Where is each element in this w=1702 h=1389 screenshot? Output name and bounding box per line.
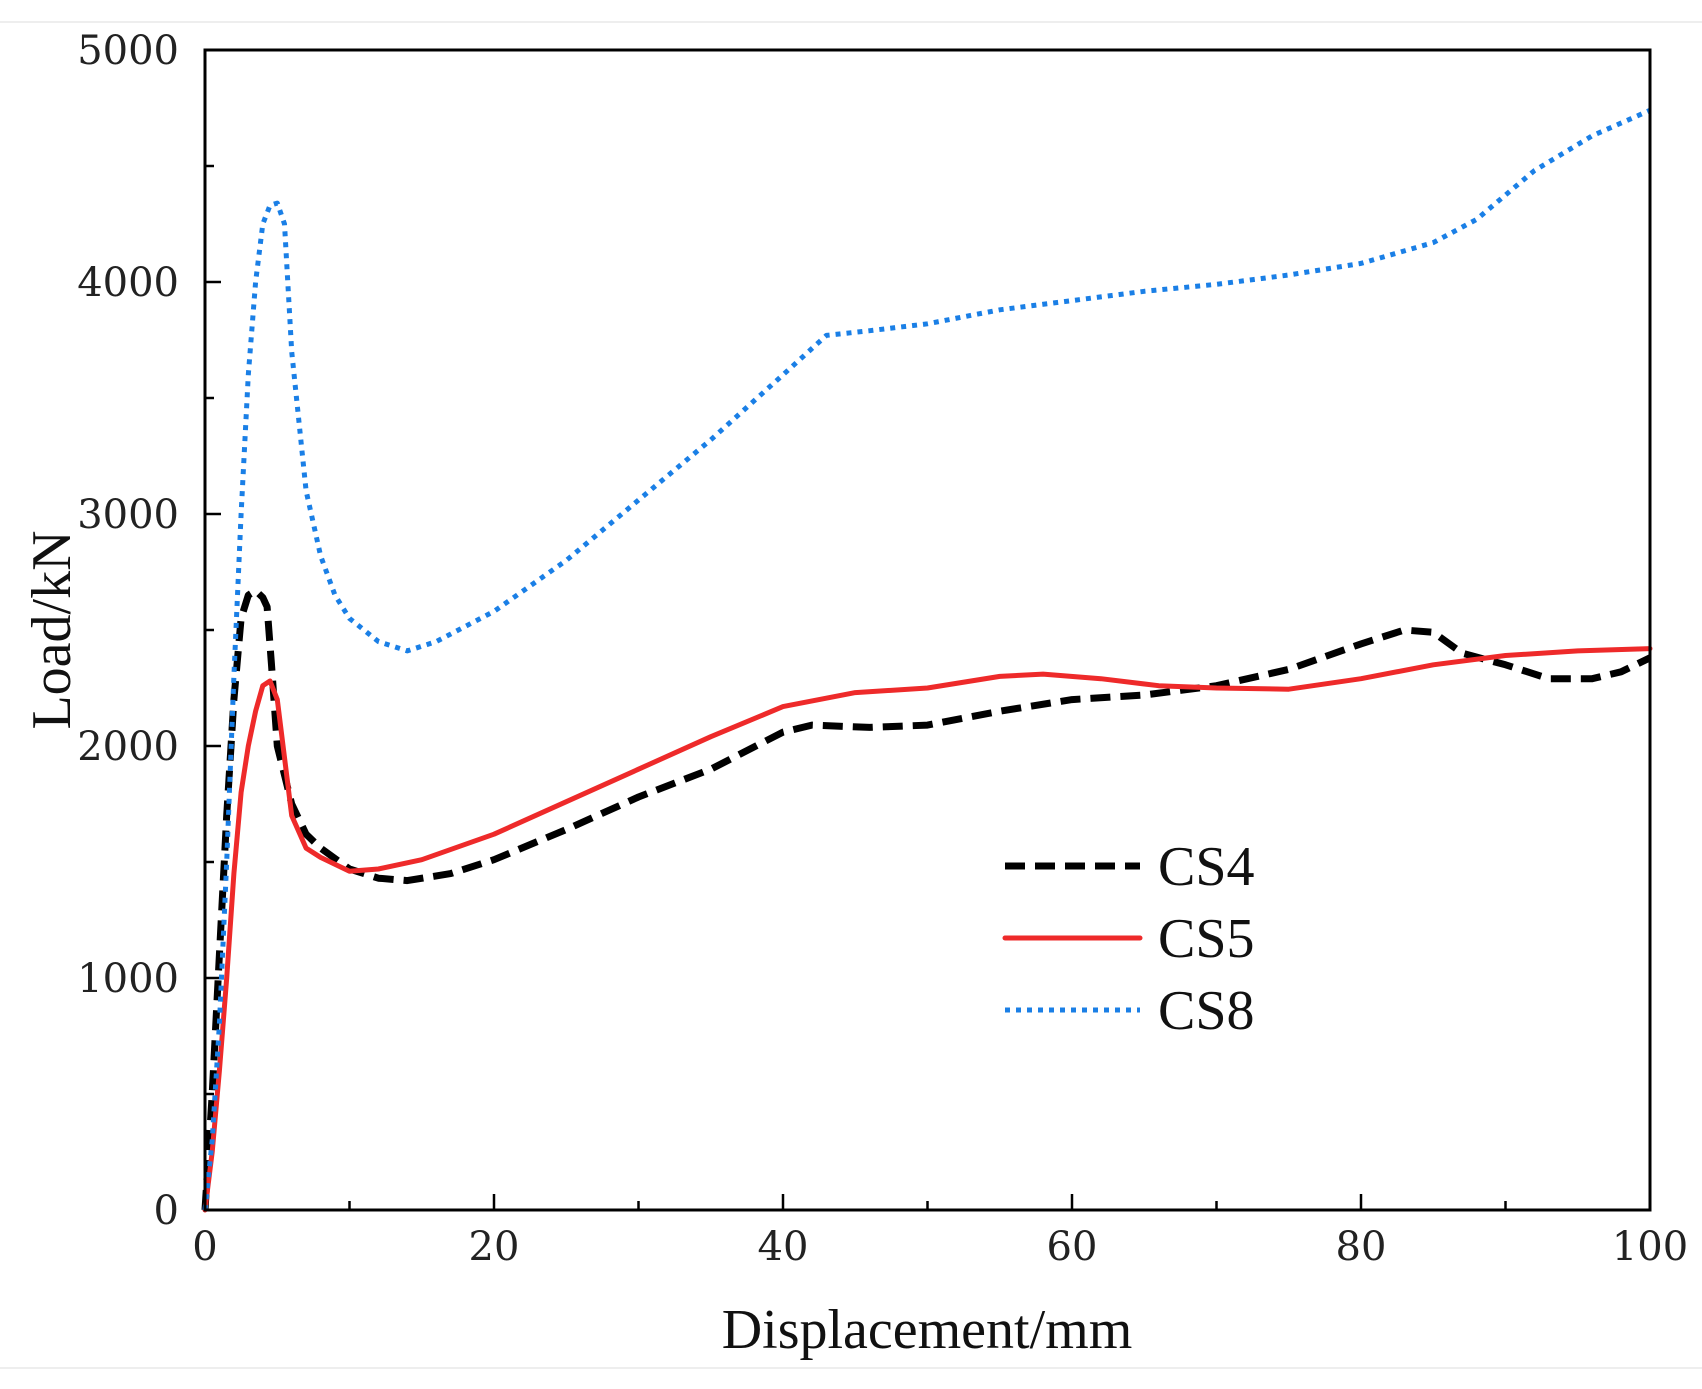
x-tick-label: 0 — [192, 1224, 217, 1270]
x-axis-ticks: 0 20 40 60 80 100 — [192, 1194, 1688, 1270]
x-tick-label: 60 — [1047, 1224, 1098, 1270]
x-tick-label: 80 — [1336, 1224, 1387, 1270]
y-tick-label: 2000 — [77, 724, 179, 770]
y-tick-label: 5000 — [77, 28, 179, 74]
y-tick-label: 1000 — [77, 956, 179, 1002]
y-tick-label: 0 — [154, 1188, 179, 1234]
legend-label-cs4: CS4 — [1158, 836, 1255, 898]
y-axis-title: Load/kN — [21, 530, 83, 729]
x-tick-label: 40 — [758, 1224, 809, 1270]
legend-label-cs5: CS5 — [1158, 908, 1255, 970]
y-axis-ticks: 0 1000 2000 3000 4000 5000 — [77, 28, 221, 1234]
x-tick-label: 20 — [469, 1224, 520, 1270]
series-layer — [201, 108, 1653, 1213]
x-axis-title: Displacement/mm — [722, 1299, 1133, 1361]
y-tick-label: 4000 — [77, 260, 179, 306]
legend-label-cs8: CS8 — [1158, 980, 1255, 1042]
series-line-cs5 — [202, 646, 1653, 1213]
legend: CS4 CS5 CS8 — [1002, 836, 1255, 1042]
series-line-cs4 — [201, 587, 1652, 1211]
y-tick-label: 3000 — [77, 492, 179, 538]
plot-frame — [203, 48, 1652, 1212]
series-line-cs8 — [202, 108, 1652, 1211]
x-tick-label: 100 — [1612, 1224, 1688, 1270]
